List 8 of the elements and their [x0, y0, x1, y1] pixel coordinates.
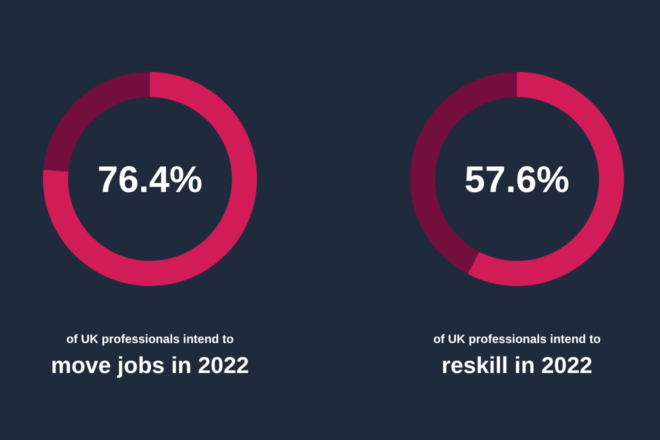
donut-slice [43, 72, 257, 286]
data-label: 76.4% [98, 159, 202, 200]
text: of UK professionals intend to [66, 332, 234, 346]
donut-slice [468, 72, 624, 286]
text: of UK professionals intend to [433, 332, 601, 346]
text: move jobs in 2022 [50, 352, 250, 378]
data-label: 57.6% [464, 159, 570, 200]
text: reskill in 2022 [442, 352, 592, 378]
